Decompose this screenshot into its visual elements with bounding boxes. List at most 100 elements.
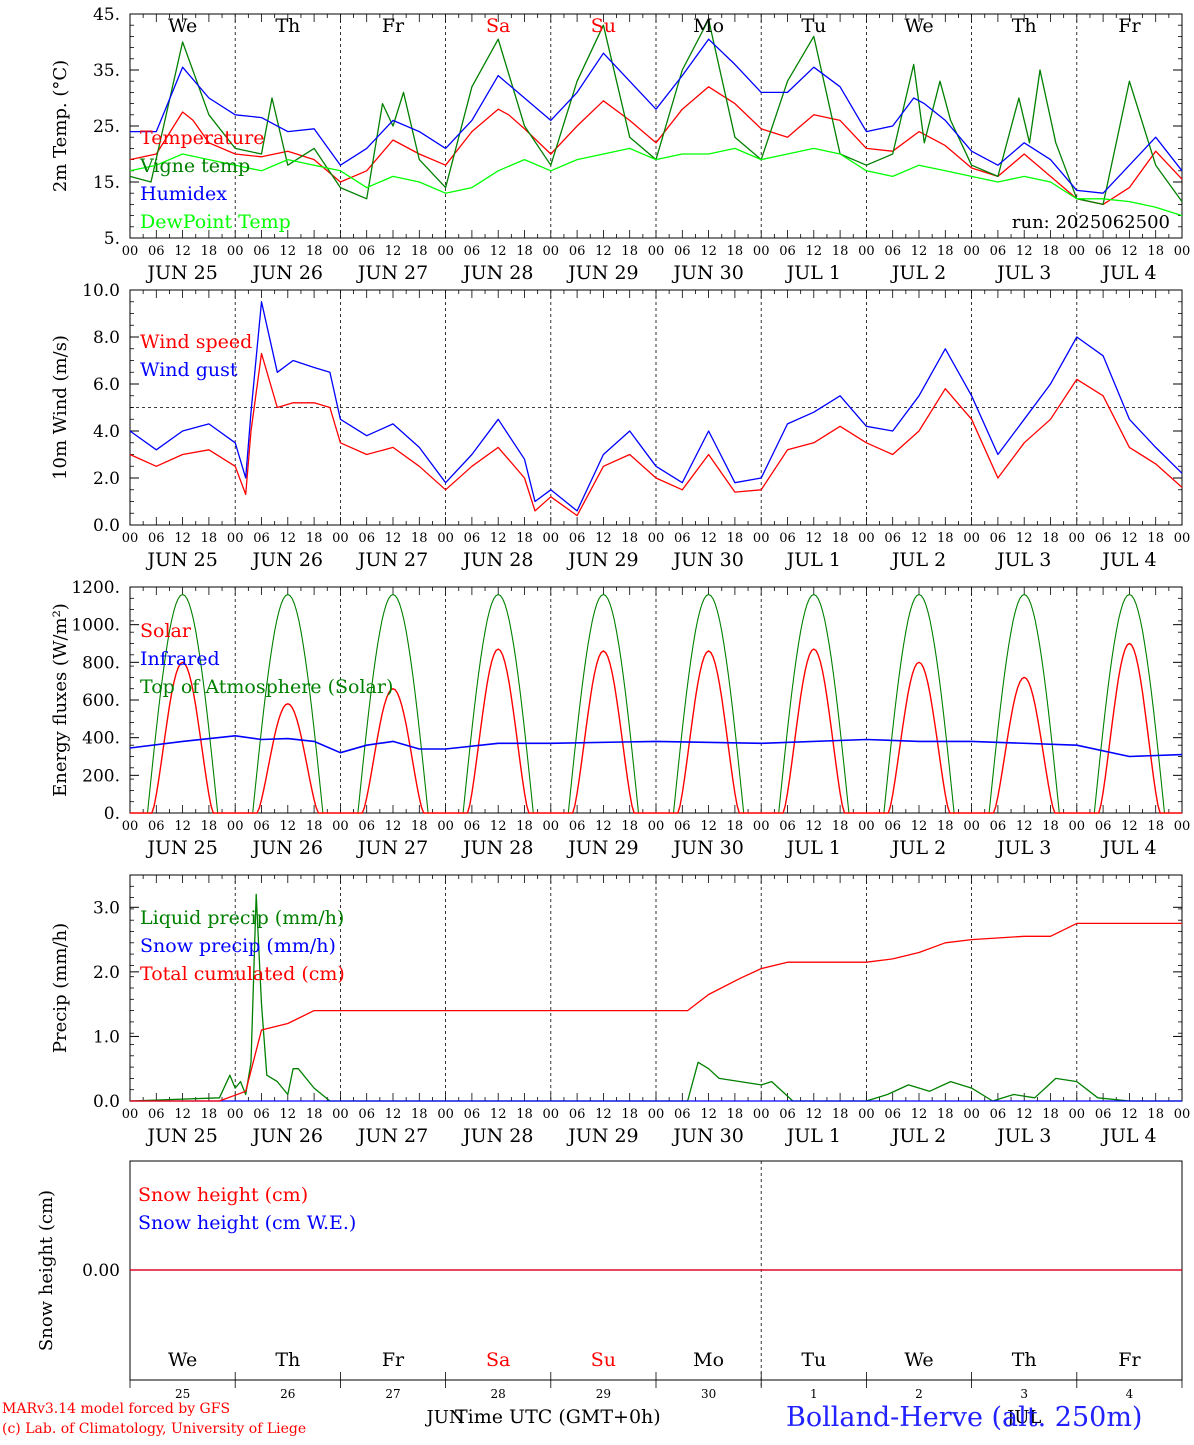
hour-tick-label: 00 — [648, 1107, 665, 1122]
series-line-green — [129, 893, 1182, 1102]
hour-tick-label: 00 — [753, 531, 770, 546]
hour-tick-label: 06 — [884, 819, 901, 834]
weekday-label: Th — [1012, 15, 1037, 37]
hour-tick-label: 12 — [911, 1107, 928, 1122]
day-label: JUN 30 — [671, 837, 743, 859]
hour-tick-label: 12 — [1016, 819, 1033, 834]
day-label: JUN 25 — [145, 549, 217, 571]
day-label: JUN 30 — [671, 549, 743, 571]
hour-tick-label: 12 — [385, 244, 402, 259]
day-label: JUL 4 — [1100, 549, 1156, 571]
day-label: JUN 29 — [566, 549, 638, 571]
hour-tick-label: 18 — [306, 244, 323, 259]
hour-tick-label: 18 — [1042, 819, 1059, 834]
hour-tick-label: 06 — [464, 244, 481, 259]
hour-tick-label: 18 — [937, 1107, 954, 1122]
hour-tick-label: 00 — [963, 531, 980, 546]
hour-tick-label: 00 — [648, 819, 665, 834]
legend-entry: Humidex — [140, 183, 227, 205]
hour-tick-label: 00 — [858, 531, 875, 546]
month-label: JUL — [1005, 1407, 1041, 1428]
day-label: JUN 30 — [671, 1125, 743, 1147]
hour-tick-label: 12 — [174, 1107, 191, 1122]
y-tick-label: 15. — [93, 173, 120, 193]
hour-tick-label: 06 — [253, 1107, 270, 1122]
hour-tick-label: 06 — [464, 531, 481, 546]
hour-tick-label: 12 — [1016, 1107, 1033, 1122]
legend-entry: DewPoint Temp — [140, 211, 291, 233]
day-label: JUL 4 — [1100, 262, 1156, 284]
hour-tick-label: 06 — [253, 819, 270, 834]
day-label: JUL 4 — [1100, 837, 1156, 859]
hour-tick-label: 06 — [253, 531, 270, 546]
hour-tick-label: 00 — [227, 1107, 244, 1122]
hour-tick-label: 00 — [1069, 1107, 1086, 1122]
hour-tick-label: 06 — [990, 244, 1007, 259]
hour-tick-label: 12 — [174, 244, 191, 259]
day-label: JUN 26 — [251, 549, 323, 571]
hour-tick-label: 00 — [648, 531, 665, 546]
day-label: JUN 29 — [566, 837, 638, 859]
y-tick-label: 400. — [82, 729, 120, 749]
hour-tick-label: 12 — [385, 819, 402, 834]
y-tick-label: 35. — [93, 61, 120, 81]
hour-tick-label: 06 — [884, 531, 901, 546]
hour-tick-label: 18 — [201, 531, 218, 546]
day-number: 27 — [385, 1387, 400, 1401]
weekday-label: Fr — [1118, 15, 1141, 37]
day-label: JUL 3 — [995, 1125, 1051, 1147]
hour-tick-label: 18 — [411, 1107, 428, 1122]
legend-entry: Snow height (cm) — [138, 1184, 308, 1206]
weekday-label: We — [168, 1349, 197, 1371]
hour-tick-label: 00 — [543, 244, 560, 259]
hour-tick-label: 06 — [674, 1107, 691, 1122]
hour-tick-label: 18 — [937, 244, 954, 259]
hour-tick-label: 00 — [227, 531, 244, 546]
day-label: JUL 4 — [1100, 1125, 1156, 1147]
hour-tick-label: 12 — [595, 1107, 612, 1122]
hour-tick-label: 06 — [148, 819, 165, 834]
hour-tick-label: 12 — [911, 531, 928, 546]
y-tick-label: 25. — [93, 117, 120, 137]
day-number: 4 — [1126, 1387, 1134, 1401]
weekday-label: Mo — [693, 1349, 724, 1371]
hour-tick-label: 12 — [490, 244, 507, 259]
hour-tick-label: 18 — [832, 244, 849, 259]
y-tick-label: 45. — [93, 5, 120, 25]
day-label: JUN 28 — [461, 549, 533, 571]
hour-tick-label: 12 — [1121, 819, 1138, 834]
hour-tick-label: 00 — [122, 1107, 139, 1122]
hour-tick-label: 00 — [1069, 244, 1086, 259]
day-number: 1 — [810, 1387, 818, 1401]
hour-tick-label: 00 — [753, 819, 770, 834]
day-label: JUN 30 — [671, 262, 743, 284]
legend-entry: Snow height (cm W.E.) — [138, 1212, 356, 1234]
hour-tick-label: 00 — [1174, 531, 1191, 546]
weekday-label: We — [904, 15, 933, 37]
series-line-green — [129, 18, 1183, 206]
hour-tick-label: 00 — [1174, 244, 1191, 259]
hour-tick-label: 18 — [201, 244, 218, 259]
hour-tick-label: 12 — [595, 244, 612, 259]
hour-tick-label: 06 — [358, 1107, 375, 1122]
series-line-blue — [129, 301, 1183, 512]
hour-tick-label: 00 — [648, 244, 665, 259]
weekday-label: Th — [275, 15, 300, 37]
hour-tick-label: 12 — [280, 531, 297, 546]
hour-tick-label: 18 — [306, 1107, 323, 1122]
weekday-label: Tu — [801, 1349, 826, 1371]
hour-tick-label: 06 — [464, 1107, 481, 1122]
y-axis-label: Snow height (cm) — [36, 1190, 57, 1351]
month-label: JUN — [425, 1407, 465, 1428]
hour-tick-label: 00 — [332, 1107, 349, 1122]
hour-tick-label: 18 — [621, 531, 638, 546]
legend-entry: Liquid precip (mm/h) — [140, 907, 344, 929]
hour-tick-label: 12 — [280, 1107, 297, 1122]
hour-tick-label: 12 — [280, 819, 297, 834]
hour-tick-label: 06 — [1095, 531, 1112, 546]
legend-entry: Temperature — [140, 127, 264, 149]
hour-tick-label: 12 — [490, 531, 507, 546]
hour-tick-label: 12 — [700, 531, 717, 546]
hour-tick-label: 00 — [963, 819, 980, 834]
